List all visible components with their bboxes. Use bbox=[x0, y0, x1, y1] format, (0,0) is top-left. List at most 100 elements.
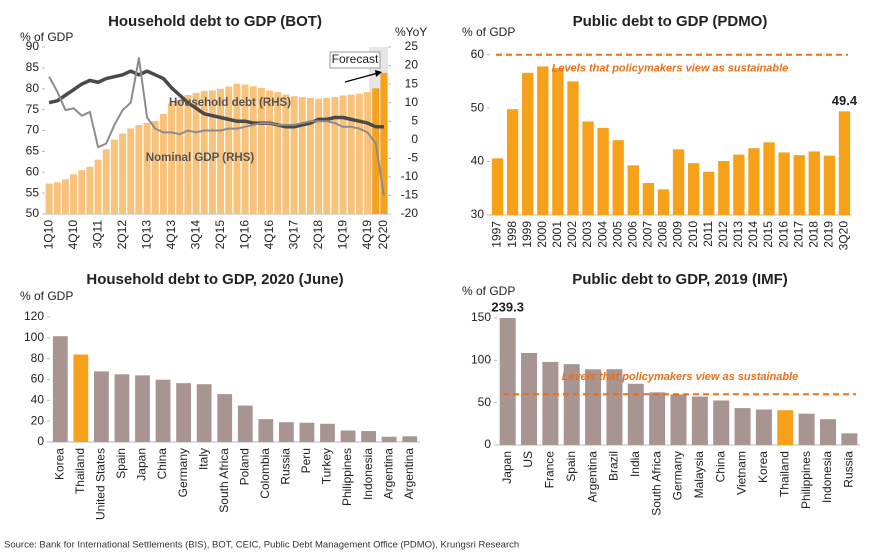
bar bbox=[763, 142, 775, 215]
x-tick-label: Poland bbox=[237, 448, 251, 485]
x-tick-label: Germany bbox=[176, 448, 190, 497]
annotation-box bbox=[329, 51, 381, 69]
bar bbox=[306, 97, 314, 214]
arrow-head bbox=[375, 70, 382, 77]
bar bbox=[777, 410, 794, 445]
x-tick-label: China bbox=[713, 451, 727, 483]
bar bbox=[86, 166, 94, 214]
bar bbox=[347, 94, 355, 214]
bar bbox=[819, 419, 836, 445]
bar bbox=[290, 96, 298, 214]
bar bbox=[217, 88, 225, 214]
x-tick-label: 3Q20 bbox=[837, 221, 851, 251]
x-tick-label: India bbox=[628, 451, 642, 477]
bar bbox=[521, 352, 538, 445]
bar bbox=[585, 369, 602, 445]
x-tick-label: 2001 bbox=[550, 221, 564, 248]
x-tick-label: 2007 bbox=[641, 221, 655, 248]
x-tick-label: 2004 bbox=[595, 221, 609, 248]
bar bbox=[597, 127, 609, 215]
y-tick-label: 50 bbox=[478, 395, 492, 409]
x-tick-label: Indonesia bbox=[820, 451, 834, 503]
series-label: Household debt (RHS) bbox=[169, 97, 291, 109]
bar bbox=[73, 354, 89, 442]
bar bbox=[135, 375, 150, 442]
x-tick-label: 2013 bbox=[731, 221, 745, 248]
bar bbox=[355, 93, 363, 214]
y2-tick-label: -10 bbox=[401, 169, 419, 183]
bar bbox=[70, 174, 78, 214]
x-tick-label: 2Q18 bbox=[311, 220, 325, 250]
bar bbox=[266, 90, 274, 214]
bar bbox=[649, 392, 666, 445]
x-tick-label: Argentina bbox=[402, 448, 416, 500]
bar bbox=[778, 152, 790, 215]
x-tick-label: 2Q15 bbox=[213, 220, 227, 250]
value-label: 239.3 bbox=[491, 299, 524, 314]
x-tick-label: Argentina bbox=[381, 448, 395, 500]
bar bbox=[582, 121, 594, 215]
bar bbox=[110, 139, 118, 214]
y-tick-label: 80 bbox=[31, 351, 45, 365]
bar bbox=[542, 361, 559, 445]
y-tick-label: 75 bbox=[26, 102, 40, 116]
bar bbox=[380, 72, 388, 214]
chart-title: Public debt to GDP (PDMO) bbox=[573, 13, 768, 30]
bar bbox=[563, 364, 580, 445]
bar bbox=[94, 159, 102, 214]
x-tick-label: 2Q12 bbox=[115, 220, 129, 250]
bar bbox=[143, 122, 151, 214]
x-tick-label: France bbox=[543, 451, 557, 489]
bar bbox=[78, 170, 86, 214]
bar bbox=[52, 336, 68, 442]
x-tick-label: 4Q10 bbox=[66, 220, 80, 250]
x-tick-label: Turkey bbox=[320, 448, 334, 484]
bar bbox=[340, 430, 356, 442]
bar bbox=[192, 92, 200, 214]
y-tick-label: 40 bbox=[471, 154, 485, 168]
x-tick-label: Russia bbox=[279, 448, 293, 485]
bar bbox=[168, 103, 176, 214]
y-axis-label: % of GDP bbox=[462, 25, 515, 39]
y-tick-label: 60 bbox=[31, 372, 45, 386]
x-tick-label: Korea bbox=[52, 448, 66, 480]
bar bbox=[53, 182, 61, 214]
x-tick-label: 2000 bbox=[535, 221, 549, 248]
x-tick-label: Vietnam bbox=[735, 451, 749, 495]
bar bbox=[93, 371, 109, 442]
bar bbox=[135, 125, 143, 214]
y-tick-label: 85 bbox=[26, 60, 40, 74]
bar bbox=[755, 409, 772, 445]
source: Source: Bank for International Settlemen… bbox=[4, 540, 519, 551]
x-tick-label: 1Q10 bbox=[41, 220, 55, 250]
bar bbox=[155, 379, 171, 442]
x-tick-label: Germany bbox=[671, 451, 685, 500]
bar bbox=[184, 95, 192, 214]
y2-tick-label: 20 bbox=[405, 58, 419, 72]
bar bbox=[278, 422, 294, 442]
bar bbox=[808, 151, 820, 215]
bar bbox=[670, 394, 687, 445]
y-tick-label: 20 bbox=[31, 413, 45, 427]
x-tick-label: 4Q13 bbox=[164, 220, 178, 250]
bar bbox=[61, 179, 69, 214]
y2-tick-label: 25 bbox=[405, 39, 419, 53]
x-tick-label: Spain bbox=[114, 448, 128, 479]
x-tick-label: Malaysia bbox=[692, 451, 706, 499]
x-tick-label: 2008 bbox=[656, 221, 670, 248]
bar bbox=[331, 97, 339, 214]
x-tick-label: 3Q14 bbox=[188, 220, 202, 250]
y2-tick-label: 10 bbox=[405, 95, 419, 109]
y2-tick-label: -20 bbox=[401, 206, 419, 220]
y-tick-label: 50 bbox=[471, 100, 485, 114]
x-tick-label: 2005 bbox=[610, 221, 624, 248]
bar bbox=[798, 413, 815, 445]
bar bbox=[237, 405, 253, 442]
x-tick-label: 2014 bbox=[746, 221, 760, 248]
bar bbox=[208, 90, 216, 214]
bar bbox=[687, 163, 700, 215]
bar bbox=[151, 120, 159, 214]
y-tick-label: 100 bbox=[24, 330, 44, 344]
bar bbox=[748, 148, 760, 215]
